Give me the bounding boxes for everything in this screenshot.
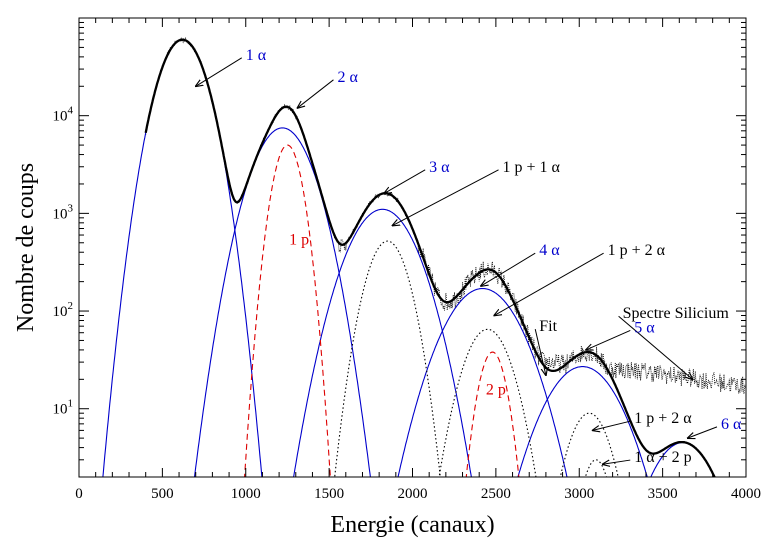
annotation-label-8: Fit xyxy=(539,318,557,335)
annotation-arrow-4 xyxy=(392,169,499,226)
annotation-arrow-5 xyxy=(481,252,536,286)
series-line-3 xyxy=(293,208,472,477)
series-line-1 xyxy=(102,39,263,477)
y-axis: 101 102 103 104 xyxy=(53,21,746,478)
x-axis-label: Energie (canaux) xyxy=(330,512,494,538)
annotation-label-2: 2 α xyxy=(337,69,358,86)
region-label-2: 2 p xyxy=(486,381,506,398)
y-tick-label: 104 xyxy=(53,105,74,125)
x-tick-label: 3000 xyxy=(564,486,594,502)
x-tick-label: 1000 xyxy=(231,486,261,502)
annotation-label-1: 1 α xyxy=(246,47,267,64)
annotation-label-11: 6 α xyxy=(721,416,742,433)
spectrum-line xyxy=(145,37,746,394)
y-tick-label: 101 xyxy=(53,398,74,418)
y-tick-label: 103 xyxy=(53,202,74,222)
x-tick-label: 3500 xyxy=(648,486,678,502)
x-axis: 0 500 1000 1500 2000 2500 3000 3500 4000 xyxy=(75,18,761,502)
annotation-arrow-6 xyxy=(494,252,604,315)
x-tick-label: 4000 xyxy=(731,486,761,502)
annotation-label-10: 1 p + 2 α xyxy=(634,410,692,427)
annotation-arrow-7 xyxy=(618,315,693,379)
region-label-1: 1 p xyxy=(289,231,309,248)
y-axis-label: Nombre de coups xyxy=(13,163,39,332)
annotation-arrow-3 xyxy=(384,169,426,194)
annotation-label-6: 1 p + 2 α xyxy=(608,242,666,259)
plot-content xyxy=(102,37,746,477)
annotation-label-12: 1 α + 2 p xyxy=(634,449,691,466)
x-tick-label: 500 xyxy=(151,486,174,502)
annotation-label-7: Spectre Silicium xyxy=(623,305,730,322)
annotation-arrow-8 xyxy=(534,329,546,375)
annotations: 1 α 2 α 3 α 1 p + 1 α 4 α 1 p + 2 α Spectre Si… xyxy=(196,47,742,466)
annotation-arrow-2 xyxy=(297,79,334,108)
annotation-label-4: 1 p + 1 α xyxy=(503,159,561,176)
x-tick-label: 0 xyxy=(75,486,83,502)
annotation-label-5: 4 α xyxy=(539,242,560,259)
annotation-label-3: 3 α xyxy=(429,159,450,176)
annotation-arrow-1 xyxy=(196,57,243,86)
fit-line xyxy=(144,38,716,477)
x-tick-label: 2000 xyxy=(398,486,428,502)
annotation-arrow-9 xyxy=(586,329,631,350)
y-tick-label: 102 xyxy=(53,300,74,320)
annotation-label-9: 5 α xyxy=(634,319,655,336)
x-tick-label: 1500 xyxy=(314,486,344,502)
annotation-arrow-11 xyxy=(688,426,718,438)
x-tick-label: 2500 xyxy=(481,486,511,502)
series-line-4 xyxy=(397,287,568,477)
series-line-5 xyxy=(517,366,648,477)
annotation-arrow-12 xyxy=(603,460,631,464)
annotation-arrow-10 xyxy=(593,420,631,430)
